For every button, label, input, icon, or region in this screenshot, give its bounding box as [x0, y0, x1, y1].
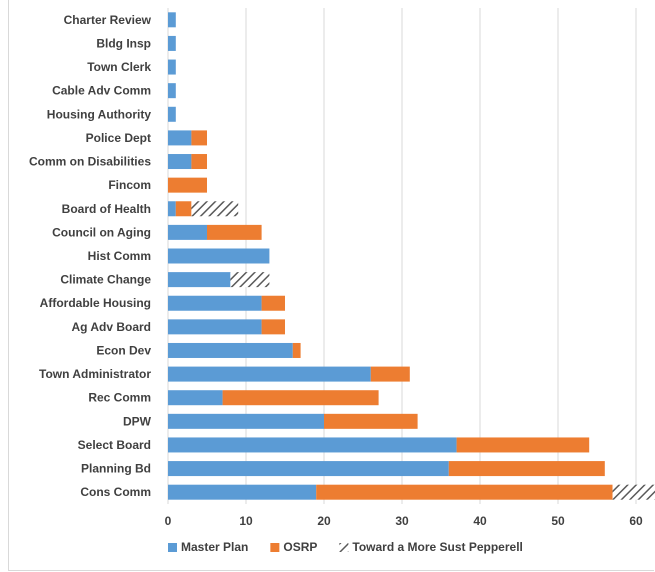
bar-segment-master-plan	[168, 390, 223, 406]
bars	[168, 12, 655, 500]
bar-segment-master-plan	[168, 35, 176, 51]
bar-segment-osrp	[191, 130, 207, 146]
bar-segment-osrp	[261, 319, 285, 335]
category-label: Hist Comm	[88, 249, 151, 263]
category-label: Comm on Disabilities	[29, 155, 151, 169]
x-tick-label: 60	[629, 514, 643, 528]
bar-segment-toward-a-more-sust-pepperell	[230, 272, 270, 288]
legend-swatch	[339, 543, 349, 552]
bar-segment-master-plan	[168, 295, 262, 311]
category-labels: Charter Review Bldg Insp Town Clerk Cable A…	[29, 13, 152, 499]
bar-segment-master-plan	[168, 83, 176, 99]
category-label: Climate Change	[60, 273, 151, 287]
bar-segment-osrp	[191, 154, 207, 170]
legend-swatch	[270, 543, 280, 552]
category-label: Rec Comm	[88, 391, 151, 405]
bar-segment-master-plan	[168, 130, 192, 146]
bar-segment-osrp	[222, 390, 379, 406]
bar-segment-master-plan	[168, 224, 207, 240]
bar-segment-toward-a-more-sust-pepperell	[612, 484, 655, 500]
category-label: Cons Comm	[80, 485, 151, 499]
bar-segment-master-plan	[168, 342, 293, 358]
bar-segment-master-plan	[168, 248, 270, 264]
bar-segment-osrp	[370, 366, 410, 382]
category-label: Affordable Housing	[40, 296, 151, 310]
legend-swatch	[168, 543, 177, 552]
legend-label: Toward a More Sust Pepperell	[352, 540, 522, 554]
x-tick-label: 10	[239, 514, 253, 528]
bar-segment-osrp	[168, 177, 207, 193]
category-label: Town Administrator	[39, 367, 151, 381]
category-label: Cable Adv Comm	[52, 84, 151, 98]
legend: Master Plan OSRP Toward a More Sust Pepper…	[168, 540, 523, 554]
bar-segment-master-plan	[168, 437, 457, 453]
bar-segment-osrp	[175, 201, 192, 217]
bar-segment-master-plan	[168, 106, 176, 122]
bar-segment-master-plan	[168, 319, 262, 335]
bar-segment-master-plan	[168, 461, 449, 477]
category-label: Ag Adv Board	[71, 320, 151, 334]
bar-segment-master-plan	[168, 12, 176, 28]
bar-segment-master-plan	[168, 366, 371, 382]
x-tick-label: 30	[395, 514, 409, 528]
category-label: Housing Authority	[47, 107, 152, 121]
category-label: Econ Dev	[96, 343, 151, 357]
category-label: Fincom	[108, 178, 151, 192]
category-label: Charter Review	[64, 13, 152, 27]
bar-segment-master-plan	[168, 413, 324, 429]
bar-segment-master-plan	[168, 154, 192, 170]
bar-segment-osrp	[261, 295, 285, 311]
legend-label: OSRP	[283, 540, 317, 554]
x-tick-label: 0	[165, 514, 172, 528]
x-tick-label: 50	[551, 514, 565, 528]
bar-segment-master-plan	[168, 201, 176, 217]
category-label: Council on Aging	[52, 225, 151, 239]
category-label: DPW	[123, 414, 152, 428]
legend-label: Master Plan	[181, 540, 248, 554]
bar-segment-osrp	[292, 342, 301, 358]
bar-segment-master-plan	[168, 484, 317, 500]
bar-segment-osrp	[316, 484, 613, 500]
bar-segment-osrp	[324, 413, 418, 429]
bar-segment-osrp	[207, 224, 262, 240]
bar-segment-osrp	[448, 461, 605, 477]
category-label: Bldg Insp	[96, 36, 151, 50]
bar-segment-osrp	[456, 437, 590, 453]
bar-segment-master-plan	[168, 59, 176, 75]
x-tick-label: 40	[473, 514, 487, 528]
x-tick-label: 20	[317, 514, 331, 528]
bar-segment-toward-a-more-sust-pepperell	[191, 201, 239, 217]
category-label: Board of Health	[62, 202, 151, 216]
category-label: Planning Bd	[81, 462, 151, 476]
category-label: Select Board	[78, 438, 151, 452]
category-label: Police Dept	[86, 131, 151, 145]
bar-segment-master-plan	[168, 272, 231, 288]
x-tick-labels: 0 10 20 30 40 50 60	[165, 514, 643, 528]
category-label: Town Clerk	[87, 60, 151, 74]
